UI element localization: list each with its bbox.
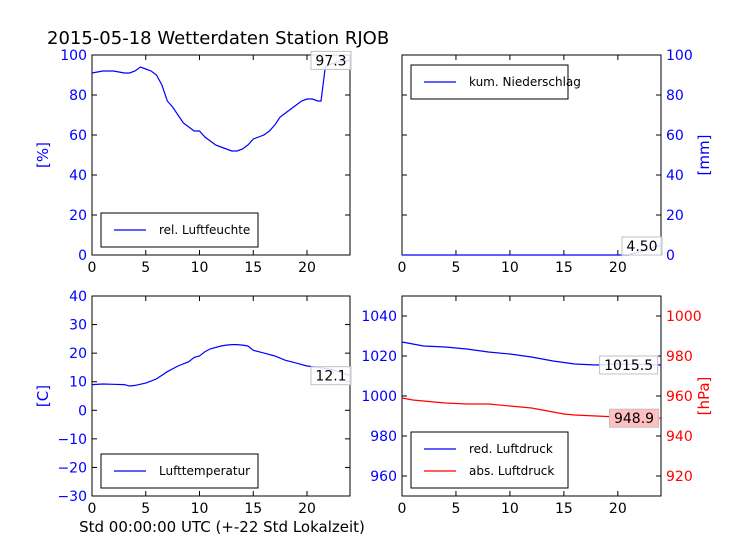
y-axis-label: [%] — [34, 142, 52, 168]
y-tick-label: 0 — [666, 248, 675, 264]
y-tick-label: 20 — [69, 208, 87, 224]
x-tick-label: 0 — [88, 501, 97, 517]
annotation-label: 4.50 — [626, 239, 657, 255]
y-tick-label: 80 — [666, 88, 684, 104]
series-line — [91, 59, 351, 152]
y-tick-label: 10 — [69, 375, 87, 391]
x-tick-label: 20 — [609, 260, 627, 276]
legend-label: red. Luftdruck — [469, 442, 553, 456]
y-tick-label: 80 — [69, 88, 87, 104]
y-tick-label: 30 — [69, 318, 87, 334]
legend-label: kum. Niederschlag — [469, 75, 581, 89]
x-tick-label: 20 — [609, 501, 627, 517]
x-tick-label: 10 — [191, 501, 209, 517]
y-axis-label: [C] — [34, 385, 52, 407]
panel-top-left: 0 5 10 15 20 0 20 40 60 80 100 [%] 97.3 rel. Luftfeuc… — [34, 48, 352, 276]
y-axis-label: [mm] — [695, 135, 713, 176]
y-tick-label: 20 — [69, 346, 87, 362]
legend-box — [410, 431, 569, 489]
y-tick-label-right: 940 — [666, 429, 693, 445]
x-tick-label: 5 — [451, 260, 460, 276]
panel-bottom-left: 0 5 10 15 20 −30 −20 −10 0 10 20 30 40 [C] 12.1 Lufttem… — [34, 289, 352, 517]
y-tick-label: −10 — [57, 432, 87, 448]
y-tick-label: 60 — [666, 128, 684, 144]
legend-label: Lufttemperatur — [159, 464, 250, 478]
legend-label: abs. Luftdruck — [469, 464, 554, 478]
x-tick-label: 15 — [244, 260, 262, 276]
y-tick-label: 20 — [666, 208, 684, 224]
x-tick-label: 20 — [298, 260, 316, 276]
series-line — [401, 397, 662, 419]
x-tick-label: 5 — [141, 260, 150, 276]
annotation-box — [621, 236, 663, 256]
x-tick-label: 15 — [555, 260, 573, 276]
y-tick-label: 60 — [69, 128, 87, 144]
figure-title: 2015-05-18 Wetterdaten Station RJOB — [47, 28, 389, 49]
x-tick-label: 5 — [451, 501, 460, 517]
y-tick-label: −20 — [57, 460, 87, 476]
y-tick-label: −30 — [57, 489, 87, 505]
plot-frame — [91, 54, 351, 256]
annotation-box — [599, 355, 659, 375]
y-tick-label-left: 1020 — [361, 349, 397, 365]
y-tick-label-right: 980 — [666, 349, 693, 365]
y-tick-label-right: 960 — [666, 389, 693, 405]
x-tick-label: 0 — [88, 260, 97, 276]
y-tick-label: 100 — [666, 48, 693, 64]
x-tick-label: 15 — [555, 501, 573, 517]
x-tick-label: 5 — [141, 501, 150, 517]
annotation-box — [310, 50, 352, 70]
y-tick-label: 100 — [60, 48, 87, 64]
y-tick-label: 0 — [78, 248, 87, 264]
y-tick-label: 40 — [666, 168, 684, 184]
x-tick-label: 10 — [191, 260, 209, 276]
y-tick-label-left: 1040 — [361, 309, 397, 325]
y-tick-label-left: 1000 — [361, 389, 397, 405]
x-tick-label: 10 — [501, 260, 519, 276]
y-tick-label: 40 — [69, 289, 87, 305]
x-tick-label: 0 — [398, 260, 407, 276]
y-tick-label: 0 — [78, 403, 87, 419]
annotation-box — [609, 408, 660, 428]
panel-bottom-right: 0 5 10 15 20 960 980 1000 1020 1040 920 940 960 980 10… — [361, 295, 713, 517]
y-axis-label: [hPa] — [695, 377, 713, 416]
annotation-label: 1015.5 — [604, 358, 653, 374]
x-tick-label: 0 — [398, 501, 407, 517]
plot-frame — [91, 295, 351, 497]
y-tick-label-right: 1000 — [666, 309, 702, 325]
x-tick-label: 15 — [244, 501, 262, 517]
series-line — [91, 344, 351, 387]
panel-top-right: 0 5 10 15 20 0 20 40 60 80 100 [mm] 4.50 kum. Nieders… — [398, 48, 713, 276]
y-tick-label-left: 960 — [370, 469, 397, 485]
annotation-box — [310, 366, 352, 386]
legend-label: rel. Luftfeuchte — [159, 223, 250, 237]
annotation-label: 12.1 — [315, 369, 346, 385]
x-tick-label: 20 — [298, 501, 316, 517]
x-axis-label: Std 00:00:00 UTC (+-22 Std Lokalzeit) — [79, 518, 365, 536]
annotation-label: 97.3 — [315, 53, 346, 69]
y-tick-label: 40 — [69, 168, 87, 184]
x-tick-label: 10 — [501, 501, 519, 517]
annotation-label: 948.9 — [614, 411, 654, 427]
y-tick-label-right: 920 — [666, 469, 693, 485]
y-tick-label-left: 980 — [370, 429, 397, 445]
